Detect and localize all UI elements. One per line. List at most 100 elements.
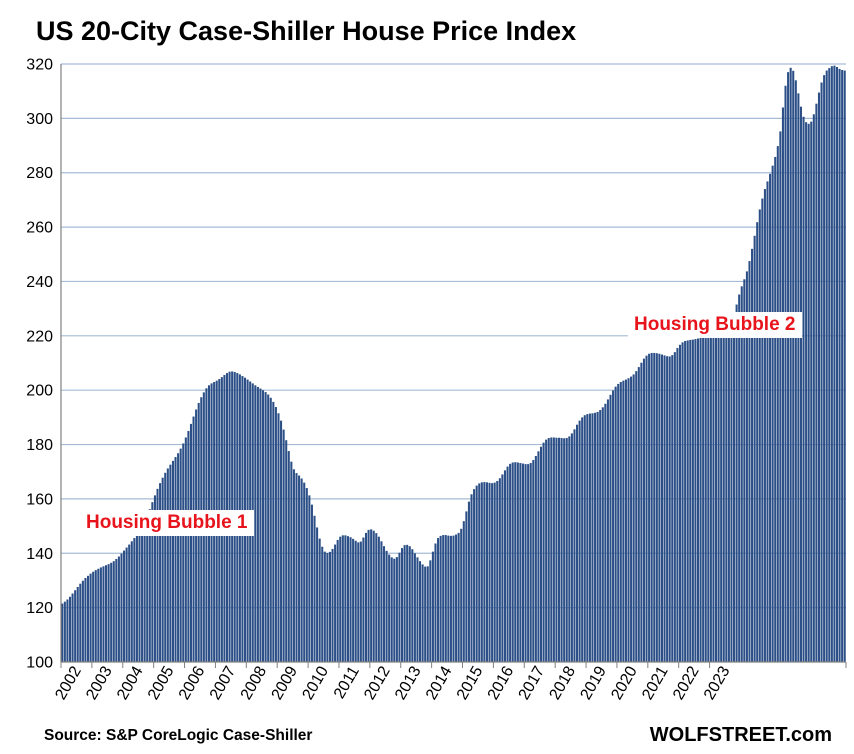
bar	[470, 494, 473, 662]
bar	[835, 66, 839, 663]
bar	[395, 557, 398, 662]
bar	[730, 326, 733, 662]
x-tick-label: 2003	[83, 663, 116, 702]
bar	[753, 235, 756, 662]
bar	[424, 566, 427, 662]
bar	[385, 550, 388, 662]
bar	[815, 103, 818, 663]
bar	[102, 566, 105, 662]
bar	[256, 386, 259, 662]
bar	[792, 70, 795, 662]
bar	[632, 374, 635, 662]
bar	[159, 483, 162, 662]
bar	[779, 131, 782, 663]
bar	[328, 551, 331, 662]
bar	[841, 69, 844, 663]
bar	[141, 527, 144, 662]
bar	[609, 394, 612, 662]
bar	[491, 483, 494, 662]
bar	[272, 401, 275, 662]
bar	[534, 455, 537, 662]
bar	[666, 356, 669, 662]
annotation-housing-bubble-1: Housing Bubble 1	[80, 510, 254, 536]
bar	[653, 352, 656, 662]
bar	[334, 544, 337, 662]
bar	[462, 521, 465, 662]
bar	[300, 478, 303, 662]
bar	[403, 545, 406, 662]
bar	[591, 413, 594, 662]
bar	[691, 339, 694, 662]
bar	[514, 462, 517, 662]
bar	[295, 473, 298, 662]
bar	[529, 463, 532, 662]
bar	[599, 410, 602, 662]
bar	[696, 338, 700, 662]
bar	[740, 286, 743, 662]
bar	[267, 394, 270, 662]
bar	[148, 509, 151, 662]
bar	[576, 424, 579, 662]
bar	[367, 529, 370, 662]
bar	[560, 438, 563, 662]
bar	[614, 386, 617, 662]
bar	[825, 70, 828, 663]
bar	[362, 537, 365, 662]
bar	[563, 438, 566, 662]
bar	[86, 575, 90, 662]
y-tick-label: 200	[26, 383, 53, 400]
x-tick-label: 2021	[639, 663, 672, 702]
x-tick-labels: 2002200320042005200620072008200920102011…	[52, 663, 733, 702]
bar	[578, 420, 581, 662]
bar	[460, 528, 463, 662]
bar	[76, 586, 79, 662]
bar	[787, 72, 790, 663]
bar	[527, 464, 530, 662]
bar	[452, 535, 455, 662]
bar	[344, 535, 347, 662]
bar	[676, 348, 679, 662]
bar	[92, 571, 95, 662]
bar	[184, 437, 187, 662]
bar	[604, 403, 607, 662]
bar	[686, 340, 689, 662]
bar	[120, 553, 123, 662]
bar	[321, 546, 324, 662]
bar	[812, 114, 815, 662]
x-tick-label: 2002	[52, 663, 85, 702]
bar	[794, 80, 797, 663]
x-tick-label: 2022	[670, 663, 703, 702]
bar	[143, 521, 146, 662]
bar	[153, 495, 156, 662]
bar	[331, 548, 334, 662]
x-tick-label: 2019	[577, 663, 610, 702]
bar	[282, 429, 285, 662]
x-tick-label: 2018	[547, 663, 580, 702]
bar	[498, 478, 501, 662]
bar	[606, 399, 609, 662]
bar	[612, 390, 615, 662]
x-tick-label: 2006	[176, 663, 209, 702]
bar	[192, 416, 195, 662]
bar	[660, 354, 664, 662]
bar	[769, 173, 772, 662]
bar	[269, 397, 272, 662]
bar	[156, 488, 159, 662]
bar	[171, 460, 174, 662]
bar	[254, 385, 257, 662]
x-tick-label: 2005	[145, 663, 178, 702]
bar	[555, 437, 558, 662]
y-tick-label: 320	[26, 57, 53, 74]
bar	[66, 599, 69, 662]
bar	[707, 336, 710, 662]
bar	[341, 535, 344, 662]
bar	[480, 482, 483, 662]
annotation-housing-bubble-2: Housing Bubble 2	[628, 312, 802, 338]
y-tick-label: 240	[26, 274, 53, 291]
bar	[668, 356, 671, 662]
bar	[588, 413, 591, 662]
bar	[745, 271, 748, 662]
bar	[699, 337, 702, 662]
bar	[751, 248, 754, 662]
bar	[488, 482, 491, 662]
